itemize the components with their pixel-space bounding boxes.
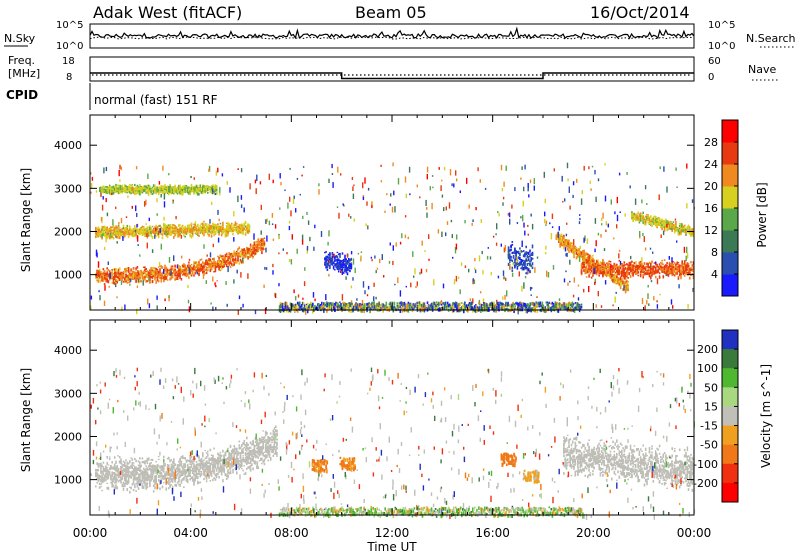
power-colorbar-label: Power [dB]: [755, 182, 769, 247]
power-colorbar-tick-label: 8: [711, 246, 718, 259]
power-ytick-label: 3000: [54, 182, 82, 195]
velocity-colorbar-segment: [722, 444, 738, 465]
time-tick-label: 20:00: [576, 526, 611, 540]
velocity-colorbar-tick-label: 200: [697, 343, 718, 356]
noise-left-label: N.Sky: [4, 32, 36, 45]
power-colorbar-tick-label: 24: [704, 158, 718, 171]
station-title: Adak West (fitACF): [93, 3, 242, 22]
velocity-colorbar-segment: [722, 368, 738, 388]
velocity-colorbar-tick-label: -100: [693, 458, 718, 471]
nave-tick-bottom: 0: [708, 72, 714, 83]
power-colorbar-segment: [722, 252, 738, 275]
frequency-label-line1: Freq.: [8, 54, 35, 67]
power-colorbar-tick-label: 12: [704, 224, 718, 237]
date-title: 16/Oct/2014: [590, 3, 690, 22]
power-colorbar-segment: [722, 208, 738, 231]
power-colorbar-tick-label: 16: [704, 202, 718, 215]
power-colorbar-segment: [722, 142, 738, 165]
frequency-trace: [90, 72, 694, 80]
nave-label: Nave: [748, 63, 776, 76]
x-axis-label: Time UT: [366, 540, 417, 554]
power-colorbar-segment: [722, 186, 738, 209]
velocity-colorbar-segment: [722, 425, 738, 446]
noise-panel: N.Sky 10^5 10^0 10^5 10^0 N.Search: [4, 20, 796, 52]
power-panel: 1000 2000 3000 4000 Slant Range [km] 4 8 12 16…: [19, 114, 769, 315]
velocity-scatter-data: [90, 367, 696, 520]
velocity-colorbar-segment: [722, 330, 738, 350]
time-tick-label: 00:00: [677, 526, 712, 540]
time-tick-label: 08:00: [274, 526, 309, 540]
power-colorbar-segment: [722, 274, 738, 297]
beam-title: Beam 05: [355, 3, 427, 22]
nave-tick-top: 60: [708, 56, 721, 67]
frequency-panel-frame: [89, 56, 695, 82]
power-axis-ticks: 1000 2000 3000 4000: [54, 115, 695, 310]
noise-right-tick-bottom: 10^0: [708, 41, 735, 52]
velocity-colorbar: 200 100 50 15 -15 -50 -100 -200: [693, 329, 739, 503]
frequency-panel: Freq. [MHz] 18 8 60 0 Nave: [8, 54, 780, 83]
power-ytick-label: 4000: [54, 139, 82, 152]
power-y-axis-label: Slant Range [km]: [19, 168, 33, 272]
velocity-ytick-label: 3000: [54, 387, 82, 400]
power-colorbar: 4 8 12 16 20 24 28: [704, 119, 739, 297]
noise-trace: [89, 26, 695, 40]
velocity-ytick-label: 4000: [54, 344, 82, 357]
power-colorbar-tick-label: 4: [711, 268, 718, 281]
time-tick-label: 12:00: [375, 526, 410, 540]
frequency-tick-top: 18: [62, 56, 75, 67]
frequency-label-line2: [MHz]: [8, 67, 40, 80]
velocity-colorbar-tick-label: 100: [697, 362, 718, 375]
velocity-colorbar-tick-label: 50: [704, 381, 718, 394]
velocity-ytick-label: 1000: [54, 474, 82, 487]
velocity-colorbar-frame: [721, 329, 739, 503]
velocity-colorbar-segment: [722, 482, 738, 503]
power-colorbar-tick-label: 20: [704, 180, 718, 193]
time-tick-label: 04:00: [173, 526, 208, 540]
velocity-axis-ticks: 1000 2000 3000 4000: [54, 320, 695, 515]
velocity-colorbar-segment: [722, 406, 738, 427]
power-ytick-label: 1000: [54, 269, 82, 282]
cpid-panel: CPID normal (fast) 151 RF: [6, 83, 218, 110]
noise-right-label: N.Search: [746, 32, 796, 45]
noise-sky-line: [89, 26, 695, 40]
power-colorbar-segment: [722, 120, 738, 143]
noise-left-tick-bottom: 10^0: [56, 41, 83, 52]
cpid-label: CPID: [6, 88, 38, 102]
power-colorbar-segment: [722, 230, 738, 253]
velocity-colorbar-segment: [722, 349, 738, 369]
power-colorbar-segment: [722, 164, 738, 187]
velocity-colorbar-tick-label: 15: [704, 400, 718, 413]
velocity-colorbar-tick-label: -15: [700, 420, 718, 433]
time-tick-label: 00:00: [73, 526, 108, 540]
velocity-colorbar-tick-label: -50: [700, 439, 718, 452]
velocity-colorbar-label: Velocity [m s^-1]: [759, 364, 773, 468]
time-axis-ticks: 00:00 04:00 08:00 12:00 16:00 20:00 00:00: [73, 526, 712, 540]
frequency-tick-bottom: 8: [66, 72, 72, 83]
velocity-colorbar-segment: [722, 387, 738, 407]
power-colorbar-tick-label: 28: [704, 136, 718, 149]
velocity-colorbar-tick-label: -200: [693, 477, 718, 490]
velocity-ytick-label: 2000: [54, 430, 82, 443]
velocity-colorbar-segment: [722, 463, 738, 484]
noise-search-line: [89, 36, 695, 40]
noise-left-tick-top: 10^5: [56, 20, 83, 31]
noise-panel-frame: [89, 23, 695, 49]
noise-right-tick-top: 10^5: [708, 20, 735, 31]
power-scatter-data: [90, 162, 695, 315]
cpid-program: normal (fast) 151 RF: [94, 93, 218, 107]
power-ytick-label: 2000: [54, 225, 82, 238]
time-tick-label: 16:00: [475, 526, 510, 540]
velocity-y-axis-label: Slant Range [km]: [19, 368, 33, 472]
